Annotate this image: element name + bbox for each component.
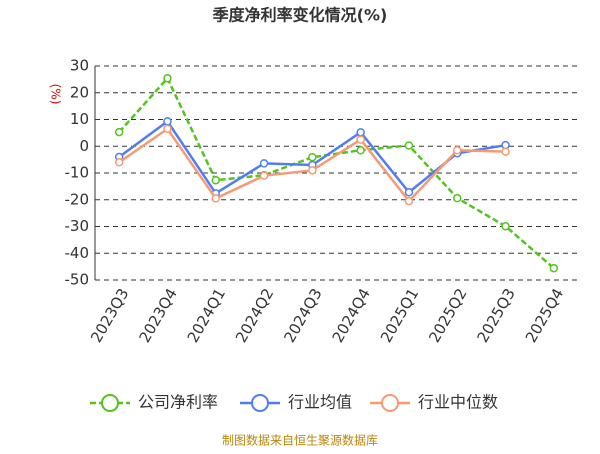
x-tick-label: 2024Q2 <box>232 285 277 346</box>
data-point <box>404 196 414 206</box>
y-tick-label: -30 <box>65 217 90 235</box>
series-line <box>118 76 555 270</box>
data-point <box>453 193 462 203</box>
x-tick-label: 2023Q3 <box>87 285 132 346</box>
source-note: 制图数据来自恒生聚源数据库 <box>222 433 378 448</box>
data-point <box>404 141 414 150</box>
data-point <box>114 127 124 137</box>
data-point <box>211 194 220 203</box>
y-tick-label: 30 <box>70 57 89 75</box>
x-tick-label: 2025Q4 <box>522 285 567 346</box>
data-point <box>114 158 124 167</box>
data-point <box>163 117 172 126</box>
data-point <box>259 171 269 180</box>
y-tick-label: 10 <box>70 110 89 128</box>
y-axis-label: (%) <box>49 84 63 105</box>
chart-title: 季度净利率变化情况(%) <box>212 6 388 25</box>
data-point <box>404 188 414 197</box>
data-point <box>453 146 462 155</box>
x-tick-label: 2024Q3 <box>280 285 325 346</box>
data-point <box>501 147 510 156</box>
legend-marker <box>381 394 399 412</box>
data-point <box>549 263 559 273</box>
data-point <box>259 159 269 168</box>
data-point <box>308 152 317 162</box>
y-tick-label: -20 <box>65 190 90 208</box>
legend-label: 公司净利率 <box>138 393 218 412</box>
x-tick-label: 2025Q1 <box>377 285 422 346</box>
data-point <box>163 124 172 134</box>
y-tick-label: -10 <box>65 164 90 182</box>
x-tick-label: 2024Q1 <box>184 285 229 346</box>
legend-marker <box>101 394 119 412</box>
legend-label: 行业均值 <box>288 393 352 412</box>
data-point <box>211 175 220 185</box>
data-point <box>356 135 365 144</box>
x-tick-label: 2025Q2 <box>425 285 470 346</box>
legend-label: 行业中位数 <box>418 393 498 412</box>
data-point <box>308 166 317 175</box>
data-point <box>356 146 365 155</box>
x-tick-label: 2023Q4 <box>135 285 180 346</box>
y-tick-label: 20 <box>70 83 89 101</box>
data-point <box>356 128 365 137</box>
y-tick-label: -40 <box>65 244 90 262</box>
x-tick-label: 2025Q3 <box>474 285 519 346</box>
y-tick-label: 0 <box>79 137 89 155</box>
y-tick-label: -50 <box>65 271 90 289</box>
legend-marker <box>251 394 269 412</box>
x-tick-label: 2024Q4 <box>329 285 374 346</box>
data-point <box>163 74 172 83</box>
data-point <box>501 221 510 231</box>
